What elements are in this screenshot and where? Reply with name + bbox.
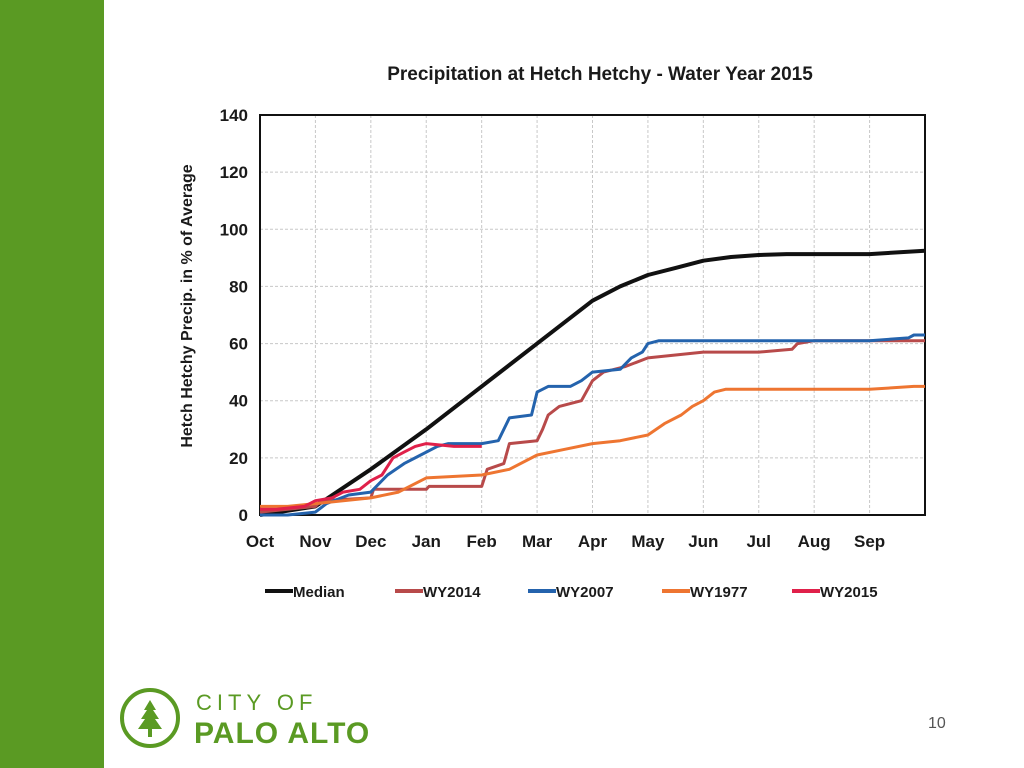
series-lines — [259, 248, 926, 517]
chart-title: Precipitation at Hetch Hetchy - Water Ye… — [387, 64, 813, 85]
series-line-wy1977 — [260, 384, 925, 508]
y-tick-label: 20 — [229, 449, 248, 468]
y-tick-label: 0 — [239, 506, 248, 525]
x-tick-label: Jul — [746, 532, 771, 551]
y-tick-label: 120 — [220, 163, 248, 182]
x-tick-label: Nov — [299, 532, 332, 551]
y-axis-label: Hetch Hetchy Precip. in % of Average — [179, 164, 196, 447]
x-tick-label: May — [631, 532, 665, 551]
legend-label: Median — [293, 584, 345, 601]
page-number: 10 — [928, 715, 946, 732]
y-tick-label: 100 — [220, 220, 248, 239]
x-tick-label: Jan — [412, 532, 441, 551]
x-tick-label: Feb — [467, 532, 497, 551]
x-tick-label: Aug — [798, 532, 831, 551]
x-tick-label: Oct — [246, 532, 275, 551]
legend-label: WY2007 — [556, 584, 614, 601]
precipitation-chart: 0 20 40 60 80 100 120 140 Oct Nov Dec Jan Feb Mar Apr… — [179, 106, 926, 601]
y-tick-label: 140 — [220, 106, 248, 125]
series-line-wy2007 — [260, 333, 925, 517]
x-tick-label: Mar — [522, 532, 553, 551]
tree-icon — [138, 700, 162, 737]
y-tick-label: 80 — [229, 277, 248, 296]
city-logo: CITY OF PALO ALTO — [120, 688, 420, 754]
y-tick-label: 40 — [229, 392, 248, 411]
x-tick-label: Sep — [854, 532, 885, 551]
grid-lines — [259, 114, 925, 516]
x-tick-label: Apr — [578, 532, 608, 551]
legend-label: WY2015 — [820, 584, 878, 601]
plot-frame — [259, 114, 926, 516]
logo-emblem — [120, 688, 180, 748]
x-tick-label: Jun — [688, 532, 718, 551]
logo-city-of: CITY OF — [196, 690, 318, 715]
side-accent-bar — [0, 0, 104, 768]
x-tick-labels: Oct Nov Dec Jan Feb Mar Apr May Jun Jul Aug Sep — [246, 532, 885, 551]
legend-label: WY2014 — [423, 584, 481, 601]
y-tick-label: 60 — [229, 335, 248, 354]
legend: Median WY2014 WY2007 WY1977 WY2015 — [265, 584, 878, 601]
logo-palo-alto: PALO ALTO — [194, 717, 371, 750]
x-tick-label: Dec — [355, 532, 386, 551]
series-line-wy2015 — [260, 442, 482, 511]
y-tick-labels: 0 20 40 60 80 100 120 140 — [220, 106, 248, 525]
series-line-wy2014 — [259, 339, 925, 514]
series-line-median — [259, 248, 926, 517]
legend-label: WY1977 — [690, 584, 748, 601]
